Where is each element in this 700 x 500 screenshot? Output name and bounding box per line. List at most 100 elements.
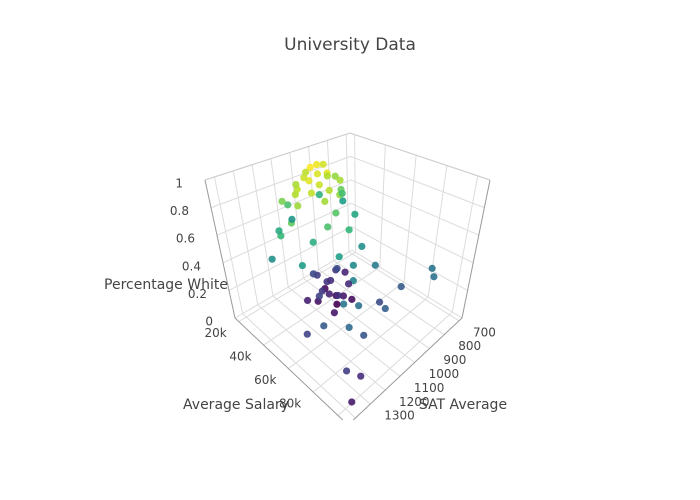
data-point bbox=[303, 330, 311, 338]
scene: 00.20.40.60.8120k40k60k80k100k7008009001… bbox=[170, 132, 496, 434]
data-point bbox=[381, 304, 389, 313]
data-point bbox=[358, 242, 366, 251]
y-grid-line bbox=[213, 176, 244, 314]
y-tick-label: 1000 bbox=[429, 367, 460, 381]
z-grid-line bbox=[228, 226, 352, 291]
data-point bbox=[268, 255, 276, 263]
data-point bbox=[309, 270, 317, 278]
z-tick-label: 1 bbox=[175, 177, 183, 191]
data-point bbox=[315, 292, 323, 300]
data-point bbox=[336, 176, 344, 184]
y-tick-label: 1200 bbox=[399, 395, 430, 409]
x-axis-title: Average Salary bbox=[183, 397, 289, 413]
data-point bbox=[318, 287, 326, 295]
data-point bbox=[334, 291, 342, 300]
data-point bbox=[325, 186, 333, 194]
data-point bbox=[335, 253, 343, 261]
data-point bbox=[320, 322, 328, 330]
z-grid-line bbox=[350, 202, 474, 264]
data-point bbox=[303, 296, 312, 305]
z-tick-label: 0.2 bbox=[188, 287, 207, 301]
x-tick-label: 20k bbox=[205, 326, 227, 340]
z-grid-line bbox=[351, 249, 463, 319]
data-point bbox=[294, 202, 302, 210]
y-tick-label: 800 bbox=[458, 339, 481, 353]
data-point bbox=[291, 190, 299, 199]
data-point bbox=[340, 300, 348, 308]
data-point bbox=[278, 197, 286, 205]
z-tick-label: 0.8 bbox=[170, 204, 189, 218]
y-grid-line bbox=[270, 158, 289, 288]
data-point bbox=[348, 295, 356, 303]
data-point bbox=[371, 261, 379, 269]
data-point bbox=[344, 280, 353, 288]
y-grid-line bbox=[333, 260, 445, 336]
x-tick-label: 80k bbox=[279, 397, 301, 411]
data-point bbox=[319, 160, 327, 168]
x-grid-line bbox=[337, 311, 453, 416]
data-point bbox=[313, 160, 321, 169]
z-tick-label: 0.4 bbox=[182, 259, 201, 273]
y-grid-line bbox=[289, 152, 304, 279]
data-point bbox=[345, 226, 353, 234]
data-point bbox=[375, 298, 384, 306]
y-tick-label: 900 bbox=[443, 353, 466, 367]
z-tick-label: 0.6 bbox=[176, 232, 195, 246]
y-grid-line bbox=[345, 134, 350, 252]
data-point bbox=[298, 261, 306, 270]
z-grid-line bbox=[234, 249, 353, 319]
data-point bbox=[357, 372, 365, 380]
data-point bbox=[323, 278, 331, 286]
x-grid-line bbox=[288, 281, 405, 369]
data-point bbox=[315, 181, 323, 189]
data-point bbox=[288, 215, 296, 223]
data-point bbox=[313, 170, 322, 178]
data-point bbox=[321, 197, 329, 206]
z-grid-line bbox=[350, 155, 485, 209]
data-point bbox=[338, 189, 346, 198]
y-tick-label: 1100 bbox=[414, 381, 445, 395]
data-point bbox=[315, 191, 323, 199]
data-point bbox=[345, 323, 353, 332]
x-grid-line bbox=[238, 251, 356, 322]
z-grid-line bbox=[351, 226, 468, 291]
z-grid-line bbox=[350, 179, 479, 236]
data-point bbox=[331, 172, 339, 180]
z-grid-line bbox=[222, 202, 352, 264]
data-point bbox=[324, 223, 332, 231]
z-tick-label: 0 bbox=[205, 315, 213, 329]
data-point bbox=[292, 180, 300, 189]
data-point bbox=[397, 283, 405, 291]
x-tick-label: 100k bbox=[296, 420, 326, 434]
data-point bbox=[306, 163, 314, 171]
x-grid-line bbox=[263, 266, 381, 346]
axis-edge bbox=[204, 132, 491, 181]
x-tick-label: 60k bbox=[254, 373, 276, 387]
y-tick-label: 700 bbox=[473, 325, 496, 339]
y-grid-line bbox=[251, 164, 274, 297]
data-point bbox=[305, 177, 313, 185]
data-point bbox=[330, 309, 338, 317]
y-grid-line bbox=[232, 170, 259, 305]
data-point bbox=[309, 238, 317, 246]
data-point bbox=[339, 292, 348, 300]
data-point bbox=[348, 398, 356, 406]
x-grid-line bbox=[354, 134, 357, 253]
data-point bbox=[323, 172, 331, 180]
y-grid-line bbox=[257, 304, 371, 405]
data-point bbox=[360, 331, 368, 339]
x-tick-label: 40k bbox=[229, 350, 251, 364]
y-grid-line bbox=[326, 140, 335, 261]
y-grid-line bbox=[318, 269, 430, 349]
data-point bbox=[325, 290, 333, 298]
x-grid-line bbox=[451, 175, 479, 313]
chart-title: University Data bbox=[284, 35, 416, 55]
data-point bbox=[332, 209, 340, 217]
data-point bbox=[430, 273, 438, 281]
data-point bbox=[349, 261, 357, 269]
data-point bbox=[307, 189, 316, 197]
data-point bbox=[341, 268, 349, 276]
data-point bbox=[339, 197, 347, 205]
data-point bbox=[428, 264, 436, 272]
data-point bbox=[275, 227, 283, 235]
